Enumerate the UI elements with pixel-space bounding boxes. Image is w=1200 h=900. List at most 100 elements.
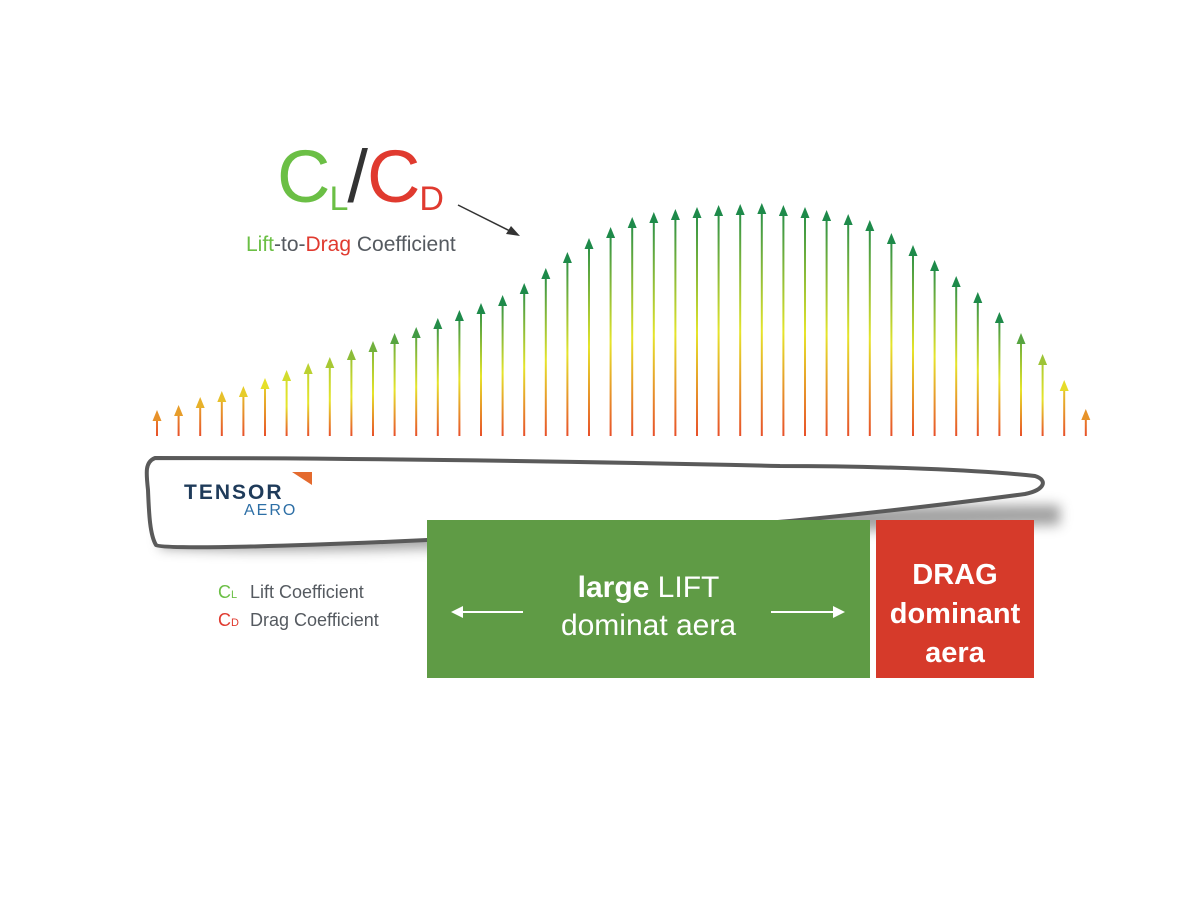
lift-arrow-head bbox=[238, 386, 248, 397]
lift-arrow bbox=[649, 212, 659, 436]
lift-arrow bbox=[411, 327, 421, 436]
lift-arrow-head bbox=[627, 217, 637, 228]
lift-arrow-head bbox=[411, 327, 421, 338]
legend-symbol: CD bbox=[218, 610, 239, 630]
lift-arrow-head bbox=[1081, 409, 1091, 420]
lift-arrow-head bbox=[649, 212, 659, 223]
drag-panel-line3: aera bbox=[925, 637, 985, 669]
lift-arrow bbox=[951, 276, 961, 436]
lift-arrow bbox=[541, 268, 551, 436]
lift-arrow-head bbox=[174, 405, 184, 416]
lift-arrow-head bbox=[908, 245, 918, 256]
lift-arrow-head bbox=[714, 205, 724, 216]
lift-arrow bbox=[714, 205, 724, 436]
lift-arrow bbox=[454, 310, 464, 436]
lift-arrow bbox=[735, 204, 745, 436]
lift-arrow bbox=[562, 252, 572, 436]
lift-distribution-arrows bbox=[152, 203, 1091, 436]
drag-panel-text: DRAG dominant aera bbox=[876, 556, 1034, 673]
lift-arrow bbox=[238, 386, 248, 436]
lift-arrow bbox=[1081, 409, 1091, 436]
lift-arrow-head bbox=[735, 204, 745, 215]
lift-arrow-head bbox=[476, 303, 486, 314]
lift-arrow bbox=[217, 391, 227, 436]
lift-panel-text: large LIFT dominat aera bbox=[427, 569, 870, 645]
lift-arrow bbox=[908, 245, 918, 436]
airfoil-shape bbox=[144, 456, 1045, 550]
legend: CL Lift Coefficient CD Drag Coefficient bbox=[218, 582, 379, 638]
lift-arrow bbox=[778, 205, 788, 436]
lift-arrow bbox=[368, 341, 378, 436]
lift-arrow-head bbox=[454, 310, 464, 321]
lift-arrow bbox=[800, 207, 810, 436]
lift-arrow bbox=[692, 207, 702, 436]
title-slash: / bbox=[347, 135, 368, 218]
lift-arrow-head bbox=[152, 410, 162, 421]
cd-symbol: CD bbox=[366, 135, 444, 218]
lift-arrow bbox=[930, 260, 940, 436]
title-pointer-arrow bbox=[457, 204, 520, 236]
legend-item-drag: CD Drag Coefficient bbox=[218, 610, 379, 638]
lift-arrow-head bbox=[1059, 380, 1069, 391]
lift-arrow bbox=[584, 238, 594, 436]
lift-arrow bbox=[433, 318, 443, 436]
lift-arrow bbox=[822, 210, 832, 436]
lift-arrow-head bbox=[519, 283, 529, 294]
lift-arrow bbox=[843, 214, 853, 436]
lift-arrow-head bbox=[1016, 333, 1026, 344]
lift-arrow bbox=[627, 217, 637, 436]
lift-arrow-head bbox=[541, 268, 551, 279]
lift-arrow-head bbox=[606, 227, 616, 238]
lift-arrow-head bbox=[433, 318, 443, 329]
subtitle-connector: -to- bbox=[274, 233, 306, 256]
lift-arrow-head bbox=[778, 205, 788, 216]
lift-arrow-head bbox=[994, 312, 1004, 323]
logo-mark bbox=[292, 472, 312, 485]
lift-arrow-head bbox=[282, 370, 292, 381]
lift-arrow bbox=[757, 203, 767, 436]
left-arrow-icon bbox=[451, 606, 523, 618]
lift-arrow-head bbox=[757, 203, 767, 214]
lift-arrow-head bbox=[195, 397, 205, 408]
lift-panel-line1: LIFT bbox=[649, 571, 720, 604]
cl-cd-title: CL/CD bbox=[277, 140, 444, 217]
lift-arrow bbox=[670, 209, 680, 436]
lift-arrow-head bbox=[325, 357, 335, 368]
lift-arrow-head bbox=[1038, 354, 1048, 365]
lift-arrow bbox=[325, 357, 335, 436]
lift-panel-arrows bbox=[451, 606, 845, 618]
lift-arrow-head bbox=[562, 252, 572, 263]
lift-arrow bbox=[282, 370, 292, 436]
logo-subname: AERO bbox=[244, 502, 298, 519]
lift-arrow bbox=[1038, 354, 1048, 436]
right-arrow-icon bbox=[771, 606, 845, 618]
legend-symbol: CL bbox=[218, 582, 238, 602]
lift-arrow bbox=[1016, 333, 1026, 436]
lift-arrow bbox=[303, 363, 313, 436]
lift-arrow bbox=[260, 378, 270, 436]
legend-label: Drag Coefficient bbox=[250, 610, 379, 630]
lift-arrow-head bbox=[390, 333, 400, 344]
lift-arrow bbox=[606, 227, 616, 436]
lift-arrow-head bbox=[584, 238, 594, 249]
lift-arrow-head bbox=[822, 210, 832, 221]
lift-arrow-head bbox=[303, 363, 313, 374]
lift-arrow bbox=[346, 349, 356, 436]
lift-arrow bbox=[886, 233, 896, 436]
lift-arrow-head bbox=[692, 207, 702, 218]
lift-panel-line2: dominat aera bbox=[560, 609, 737, 642]
legend-label: Lift Coefficient bbox=[250, 582, 364, 602]
lift-arrow bbox=[519, 283, 529, 436]
title-subtitle: Lift-to-Drag Coefficient bbox=[246, 233, 456, 257]
lift-arrow-head bbox=[670, 209, 680, 220]
cl-symbol: CL bbox=[277, 135, 348, 218]
lift-arrow bbox=[174, 405, 184, 436]
lift-arrow bbox=[973, 292, 983, 436]
legend-item-lift: CL Lift Coefficient bbox=[218, 582, 379, 610]
lift-arrow-head bbox=[843, 214, 853, 225]
lift-arrow bbox=[476, 303, 486, 436]
logo-name: TENSOR bbox=[184, 481, 284, 504]
subtitle-coefficient: Coefficient bbox=[351, 233, 456, 256]
subtitle-drag: Drag bbox=[305, 233, 352, 256]
